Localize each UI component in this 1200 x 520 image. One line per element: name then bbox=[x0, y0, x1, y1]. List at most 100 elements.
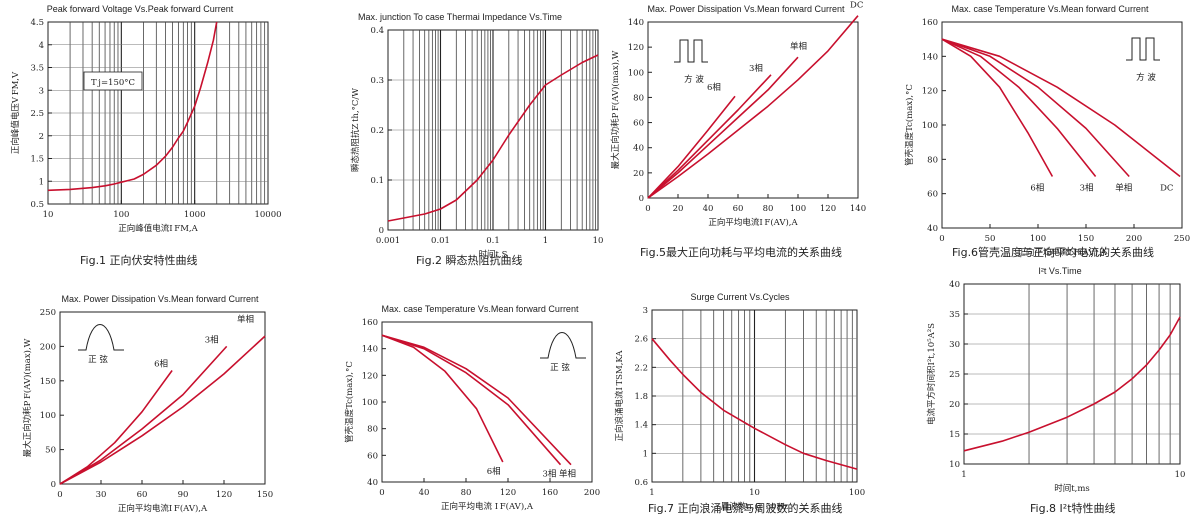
series-line bbox=[651, 338, 858, 470]
x-tick-label: 50 bbox=[985, 234, 996, 244]
y-tick-label: 120 bbox=[922, 87, 938, 97]
plot-frame bbox=[59, 311, 266, 485]
y-tick-label: 1 bbox=[643, 449, 648, 459]
grid bbox=[388, 30, 598, 230]
x-axis-label: 正向平均电流I F(AV),A bbox=[1017, 247, 1107, 258]
inset-label: 正 弦 bbox=[88, 354, 108, 365]
x-axis-label: 正向平均电流I F(AV),A bbox=[708, 217, 798, 228]
y-tick-label: 80 bbox=[367, 425, 378, 435]
chart-title: Max. case Temperature Vs.Mean forward Cu… bbox=[382, 304, 579, 314]
x-tick-label: 100 bbox=[1030, 234, 1046, 244]
series-line bbox=[381, 334, 562, 466]
series-label: DC bbox=[1160, 184, 1173, 194]
y-tick-label: 50 bbox=[45, 446, 56, 456]
y-axis-label: 电流平方时间积I²t,10⁵A²S bbox=[926, 323, 937, 425]
chart-panel-fig8: I²t Vs.Time 10 15 20 25 30 35 40 1 10 时间t,ms 电流平方时间… bbox=[900, 260, 1200, 520]
x-tick-label: 40 bbox=[703, 204, 714, 214]
x-tick-label: 120 bbox=[216, 490, 232, 500]
y-tick-label: 2.6 bbox=[634, 335, 648, 345]
series-line bbox=[941, 38, 1181, 178]
y-tick-label: 100 bbox=[628, 68, 644, 78]
x-tick-label: 10 bbox=[593, 236, 604, 246]
series-line bbox=[647, 95, 736, 199]
series-line bbox=[941, 38, 1097, 177]
y-tick-label: 3.5 bbox=[30, 64, 44, 74]
series-line bbox=[59, 345, 228, 485]
waveform-inset: 正 弦 bbox=[78, 324, 124, 365]
chart-panel-fig4: Max. case Temperature Vs.Mean forward Cu… bbox=[300, 260, 600, 520]
chart-svg: Max. Power Dissipation Vs.Mean forward C… bbox=[610, 1, 866, 228]
chart-panel-fig1: Peak forward Voltage Vs.Peak forward Cur… bbox=[0, 0, 300, 260]
x-tick-label: 20 bbox=[673, 204, 684, 214]
x-axis-label: 时间t,ms bbox=[1054, 483, 1090, 494]
y-tick-label: 2.5 bbox=[30, 109, 44, 119]
y-tick-label: 0.5 bbox=[30, 200, 44, 210]
x-tick-label: 60 bbox=[733, 204, 744, 214]
x-tick-label: 1 bbox=[649, 488, 654, 498]
inset-label: 方 波 bbox=[1136, 72, 1156, 83]
chart-title: Max. junction To case Thermai Impedance … bbox=[358, 12, 562, 22]
x-tick-label: 0 bbox=[379, 488, 384, 498]
y-tick-label: 10 bbox=[949, 460, 960, 470]
y-tick-label: 2.2 bbox=[634, 363, 648, 373]
y-tick-label: 40 bbox=[367, 478, 378, 488]
x-tick-label: 100 bbox=[113, 210, 129, 220]
x-tick-label: 10 bbox=[1175, 470, 1186, 480]
x-tick-label: 0 bbox=[645, 204, 650, 214]
y-tick-label: 1.5 bbox=[30, 155, 44, 165]
caption-fig5: Fig.5最大正向功耗与平均电流的关系曲线 bbox=[640, 246, 843, 259]
series-label: DC bbox=[850, 1, 863, 11]
series-line bbox=[647, 74, 772, 199]
annotation-text: T j=150°C bbox=[91, 78, 135, 88]
grid bbox=[652, 310, 857, 482]
x-tick-label: 0.01 bbox=[431, 236, 450, 246]
chart-title: Max. Power Dissipation Vs.Mean forward C… bbox=[647, 4, 845, 14]
chart-panel-fig3: Max. Power Dissipation Vs.Mean forward C… bbox=[0, 260, 300, 520]
y-axis-label: 瞬态热阻抗Z th,°C/W bbox=[350, 88, 361, 172]
y-tick-label: 3 bbox=[39, 86, 44, 96]
y-tick-label: 120 bbox=[362, 371, 378, 381]
y-tick-label: 140 bbox=[922, 52, 938, 62]
chart-svg: Max. case Temperature Vs.Mean forward Cu… bbox=[904, 4, 1190, 258]
annotation-box bbox=[83, 71, 143, 91]
series-label: 单相 bbox=[237, 314, 254, 325]
x-tick-label: 0 bbox=[939, 234, 944, 244]
x-axis-label: 周波数n,@ 50Hz bbox=[721, 501, 789, 512]
y-tick-label: 0 bbox=[639, 194, 644, 204]
y-tick-label: 140 bbox=[362, 345, 378, 355]
x-tick-label: 1 bbox=[543, 236, 548, 246]
x-tick-label: 10 bbox=[43, 210, 54, 220]
x-tick-label: 1000 bbox=[184, 210, 206, 220]
caption-fig2: Fig.2 瞬态热阻抗曲线 bbox=[416, 254, 523, 267]
y-tick-label: 0.3 bbox=[370, 76, 384, 86]
y-tick-label: 1.4 bbox=[634, 421, 648, 431]
x-tick-label: 40 bbox=[419, 488, 430, 498]
y-tick-label: 60 bbox=[633, 119, 644, 129]
waveform-inset: 正 弦 bbox=[540, 332, 586, 373]
chart-panel-fig2: Max. junction To case Thermai Impedance … bbox=[300, 0, 603, 260]
y-tick-label: 4 bbox=[39, 41, 44, 51]
series-label: 6相 bbox=[1030, 183, 1044, 194]
series-line bbox=[59, 335, 266, 485]
y-tick-label: 60 bbox=[367, 451, 378, 461]
y-tick-label: 120 bbox=[628, 43, 644, 53]
series-line bbox=[941, 38, 1130, 178]
x-axis-label: 时间t,S bbox=[479, 249, 508, 260]
y-tick-label: 35 bbox=[949, 310, 960, 320]
x-axis-label: 正向平均电流I F(AV),A bbox=[118, 503, 208, 514]
y-tick-label: 1 bbox=[39, 177, 44, 187]
y-axis-label: 正向浪涌电流I TSM,KA bbox=[614, 350, 625, 442]
chart-panel-fig7: Surge Current Vs.Cycles 0.6 1 1.4 1.8 2.2 2.6 3… bbox=[600, 260, 900, 520]
plot-frame bbox=[647, 21, 859, 199]
y-tick-label: 20 bbox=[633, 169, 644, 179]
chart-title: I²t Vs.Time bbox=[1038, 266, 1081, 276]
chart-svg: Max. junction To case Thermai Impedance … bbox=[350, 12, 603, 260]
chart-svg: Peak forward Voltage Vs.Peak forward Cur… bbox=[10, 4, 282, 234]
x-tick-label: 160 bbox=[542, 488, 558, 498]
series-line bbox=[941, 38, 1054, 177]
caption-fig7: Fig.7 正向浪涌电流与周波数的关系曲线 bbox=[648, 502, 843, 515]
y-tick-label: 4.5 bbox=[30, 18, 44, 28]
x-tick-label: 150 bbox=[1078, 234, 1094, 244]
x-tick-label: 120 bbox=[500, 488, 516, 498]
